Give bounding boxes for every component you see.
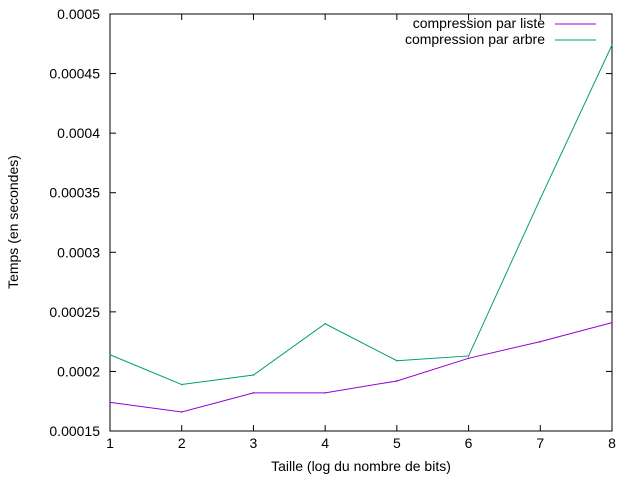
y-tick-label: 0.0003 xyxy=(57,244,100,260)
x-tick-label: 7 xyxy=(536,435,544,451)
y-axis-ticks: 0.00015 0.0002 0.00025 0.0003 0.00035 0.0004 0… xyxy=(49,6,612,439)
series-line-2 xyxy=(109,44,613,386)
legend-label: compression par liste xyxy=(413,15,545,31)
y-tick-label: 0.00045 xyxy=(49,66,100,82)
data-point xyxy=(252,374,255,376)
y-tick-label: 0.0002 xyxy=(57,363,100,379)
x-tick-label: 5 xyxy=(393,435,401,451)
x-tick-label: 3 xyxy=(250,435,258,451)
y-tick-label: 0.00025 xyxy=(49,304,100,320)
legend-label: compression par arbre xyxy=(405,31,545,47)
y-tick-label: 0.00035 xyxy=(49,185,100,201)
x-tick-label: 4 xyxy=(321,435,329,451)
y-tick-label: 0.0005 xyxy=(57,6,100,22)
data-point xyxy=(252,392,255,394)
x-tick-label: 6 xyxy=(465,435,473,451)
data-point xyxy=(180,411,183,413)
x-axis-label: Taille (log du nombre de bits) xyxy=(271,458,451,474)
data-point xyxy=(539,340,542,343)
y-axis-label: Temps (en secondes) xyxy=(5,155,21,289)
series-lines xyxy=(109,44,613,413)
data-point xyxy=(611,321,613,324)
x-tick-label: 8 xyxy=(608,435,616,451)
data-point xyxy=(611,44,613,46)
data-point xyxy=(396,359,398,362)
data-point xyxy=(467,357,470,360)
data-point xyxy=(109,401,111,404)
data-point xyxy=(324,322,326,325)
y-tick-label: 0.00015 xyxy=(49,423,100,439)
x-axis-ticks: 1 2 3 4 5 6 7 8 xyxy=(106,14,616,451)
data-point xyxy=(324,392,326,394)
x-tick-label: 1 xyxy=(106,435,114,451)
y-tick-label: 0.0004 xyxy=(57,125,100,141)
plot-frame xyxy=(109,13,613,432)
x-tick-label: 2 xyxy=(178,435,186,451)
data-point xyxy=(539,197,542,200)
data-point xyxy=(396,380,398,382)
series-line-1 xyxy=(109,322,613,413)
data-point xyxy=(109,353,111,356)
data-point xyxy=(180,383,183,386)
data-point xyxy=(467,355,470,357)
